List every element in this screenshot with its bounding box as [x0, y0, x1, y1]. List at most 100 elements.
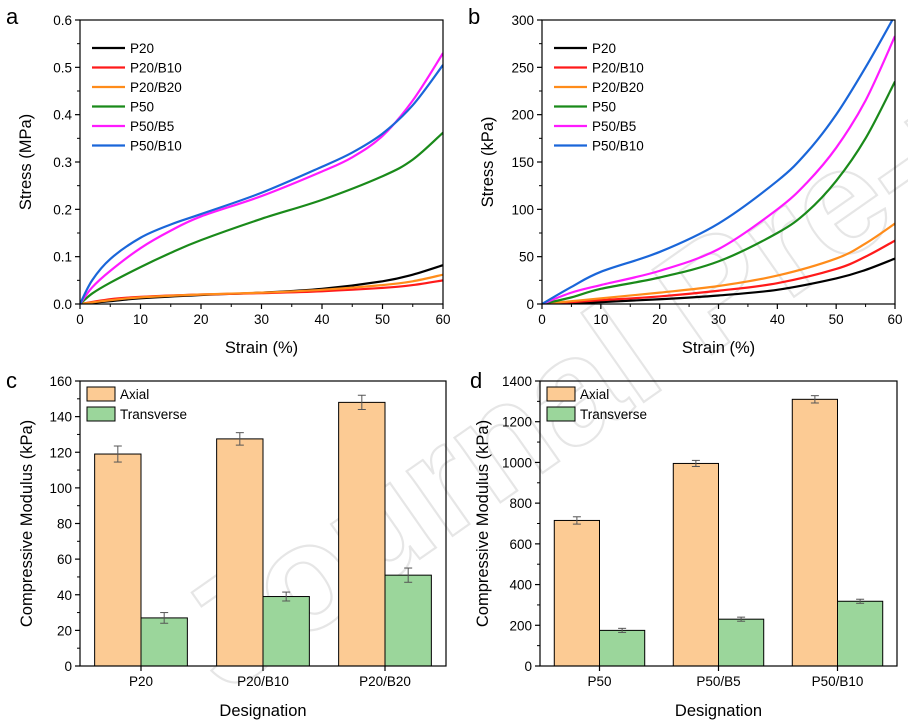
- series-line-p50: [80, 131, 443, 304]
- panel-letter-a: a: [6, 4, 19, 29]
- error-bar-transverse-p20-b10: [282, 591, 291, 602]
- legend: P20 P20/B10 P20/B20 P50 P50/B5 P50/B10: [554, 41, 644, 154]
- legend-label-p20-b10: P20/B10: [592, 61, 644, 76]
- x-axis-title: Designation: [675, 702, 762, 720]
- y-tick-label: 140: [49, 410, 72, 425]
- bar-transverse-p20: [140, 617, 188, 667]
- y-tick-label: 300: [511, 13, 534, 28]
- error-bar-axial-p20-b10: [235, 432, 244, 446]
- y-tick-label: 0.1: [53, 250, 72, 265]
- y-axis-title: Compressive Modulus (kPa): [474, 420, 492, 627]
- series-line-p20-b10: [542, 239, 895, 304]
- y-tick-label: 200: [511, 108, 534, 123]
- x-tick-label: 10: [593, 312, 608, 327]
- legend-label-transverse: Transverse: [580, 407, 647, 422]
- bar-axial-p20-b20: [338, 401, 386, 667]
- y-axis-title: Stress (kPa): [479, 117, 497, 208]
- y-axis-title: Compressive Modulus (kPa): [18, 420, 36, 627]
- x-tick-label: P50/B5: [696, 674, 740, 689]
- legend-label-p50-b5: P50/B5: [592, 119, 636, 134]
- y-tick-label: 50: [519, 250, 534, 265]
- y-tick-label: 400: [509, 578, 532, 593]
- y-tick-label: 0.0: [53, 297, 72, 312]
- series-line-p50: [542, 81, 895, 304]
- y-tick-label: 0.2: [53, 202, 72, 217]
- series-group: [80, 52, 443, 304]
- legend: Axial Transverse: [86, 386, 187, 422]
- error-bar-axial-p50-b5: [691, 459, 700, 467]
- series-group: [542, 20, 895, 304]
- legend-label-p20: P20: [130, 41, 154, 56]
- legend-swatch-axial: [546, 386, 576, 402]
- x-tick-label: 0: [538, 312, 546, 327]
- bar-transverse-p50: [599, 629, 646, 667]
- x-tick-label: 50: [375, 312, 390, 327]
- panel-letter-c: c: [6, 368, 17, 393]
- x-tick-label: 20: [193, 312, 208, 327]
- x-tick-label: 50: [829, 312, 844, 327]
- x-tick-label: P50/B10: [812, 674, 864, 689]
- legend-label-p50-b10: P50/B10: [130, 139, 182, 154]
- x-tick-label: 40: [770, 312, 785, 327]
- legend-label-p20: P20: [592, 41, 616, 56]
- series-line-p50-b5: [542, 35, 895, 304]
- panel-letter-b: b: [468, 4, 480, 29]
- chart-panel-b: 0 10 20 30 40 50 60 0 50 100 150 200 250 300 Strain (%…: [479, 13, 903, 357]
- legend-label-p20-b10: P20/B10: [130, 61, 182, 76]
- y-tick-label: 160: [49, 374, 72, 389]
- chart-panel-c: P20 P20/B10 P20/B20 0 20 40 60 80 100 120 140 160 De…: [18, 374, 447, 720]
- bar-axial-p20: [94, 453, 142, 667]
- y-tick-label: 0: [524, 659, 532, 674]
- panel-letter-d: d: [470, 368, 482, 393]
- series-line-p20: [542, 257, 895, 304]
- legend-label-axial: Axial: [580, 387, 609, 402]
- bar-transverse-p20-b10: [262, 596, 310, 667]
- x-tick-label: P50: [587, 674, 611, 689]
- y-tick-label: 100: [511, 202, 534, 217]
- legend-swatch-axial: [86, 386, 116, 402]
- error-bar-transverse-p20-b20: [404, 567, 413, 583]
- x-tick-label: P20/B10: [237, 674, 289, 689]
- series-line-p20-b20: [542, 222, 895, 304]
- series-line-p50-b10: [80, 64, 443, 304]
- y-tick-label: 0.4: [53, 108, 72, 123]
- y-tick-label: 0.6: [53, 13, 72, 28]
- legend: P20 P20/B10 P20/B20 P50 P50/B5 P50/B10: [92, 41, 182, 154]
- bar-transverse-p50-b10: [837, 600, 884, 667]
- x-tick-label: 30: [711, 312, 726, 327]
- y-tick-label: 0.5: [53, 60, 72, 75]
- y-tick-label: 150: [511, 155, 534, 170]
- y-tick-label: 1000: [502, 455, 532, 470]
- legend: Axial Transverse: [546, 386, 647, 422]
- x-tick-label: 0: [76, 312, 84, 327]
- y-tick-label: 800: [509, 496, 532, 511]
- series-line-p50-b5: [80, 52, 443, 304]
- x-tick-label: 30: [254, 312, 269, 327]
- x-axis-title: Strain (%): [225, 339, 298, 357]
- x-axis-title: Designation: [219, 702, 306, 720]
- bar-axial-p50-b10: [791, 398, 839, 667]
- error-bar-transverse-p20: [160, 612, 169, 624]
- x-tick-label: 60: [887, 312, 902, 327]
- x-tick-label: 40: [314, 312, 329, 327]
- bar-axial-p20-b10: [216, 438, 264, 667]
- x-tick-label: 60: [435, 312, 450, 327]
- error-bar-axial-p20: [113, 445, 122, 463]
- y-tick-label: 600: [509, 537, 532, 552]
- legend-label-p20-b20: P20/B20: [130, 80, 182, 95]
- legend-label-p50: P50: [130, 100, 154, 115]
- y-tick-label: 120: [49, 445, 72, 460]
- x-tick-label: P20/B20: [359, 674, 411, 689]
- error-bar-axial-p20-b20: [357, 394, 366, 410]
- y-tick-label: 200: [509, 618, 532, 633]
- y-axis-title: Stress (MPa): [17, 114, 35, 210]
- error-bar-transverse-p50-b5: [737, 616, 746, 622]
- legend-label-p50-b5: P50/B5: [130, 119, 174, 134]
- error-bar-transverse-p50-b10: [856, 598, 865, 604]
- y-tick-label: 60: [57, 552, 72, 567]
- bar-axial-p50-b5: [672, 462, 720, 667]
- x-tick-label: 10: [133, 312, 148, 327]
- y-tick-label: 80: [57, 517, 72, 532]
- chart-panel-a: 0 10 20 30 40 50 60 0.0 0.1 0.2 0.3 0.4 0.5 0.6 Strain…: [17, 13, 451, 357]
